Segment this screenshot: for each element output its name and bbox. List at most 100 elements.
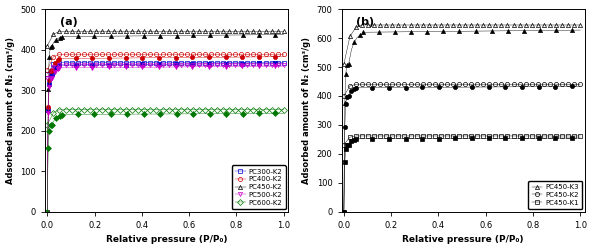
X-axis label: Relative pressure (P/P₀): Relative pressure (P/P₀)	[403, 236, 524, 244]
PC400-K2	[104, 53, 111, 56]
PC450-K2	[50, 33, 57, 36]
PC450-K2	[486, 83, 493, 86]
PC450-K1	[510, 134, 517, 138]
PC300-K2	[110, 61, 117, 64]
PC400-K2	[250, 53, 257, 56]
PC400-K2	[50, 55, 57, 58]
PC450-K3	[522, 24, 529, 26]
PC400-K2	[189, 53, 196, 56]
PC500-K2	[238, 64, 245, 66]
PC450-K2	[177, 30, 184, 33]
PC400-K2	[110, 53, 117, 56]
PC450-K2	[104, 30, 111, 33]
PC400-K2	[80, 53, 87, 56]
PC450-K2	[274, 30, 281, 33]
PC400-K2	[274, 53, 281, 56]
PC500-K2	[244, 64, 251, 66]
Text: (b): (b)	[356, 17, 374, 27]
PC450-K2	[98, 30, 106, 33]
PC450-K2	[431, 83, 438, 86]
PC500-K2	[44, 76, 51, 80]
PC450-K2	[123, 30, 130, 33]
Y-axis label: Adsorbed amount of N₂ (cm³/g): Adsorbed amount of N₂ (cm³/g)	[5, 37, 15, 184]
PC300-K2	[68, 61, 75, 64]
PC400-K2	[56, 53, 63, 56]
PC450-K1	[570, 134, 578, 138]
PC400-K2	[177, 53, 184, 56]
PC300-K2	[189, 61, 196, 64]
PC450-K3	[449, 24, 457, 26]
PC450-K2	[425, 83, 432, 86]
PC500-K2	[165, 64, 172, 66]
PC400-K2	[93, 53, 100, 56]
PC600-K2	[280, 108, 287, 111]
PC450-K3	[474, 24, 481, 26]
PC450-K3	[340, 62, 347, 66]
PC450-K2	[546, 83, 553, 86]
PC600-K2	[244, 108, 251, 111]
PC450-K2	[413, 83, 420, 86]
PC400-K2	[98, 53, 106, 56]
PC450-K1	[346, 136, 353, 139]
PC450-K2	[516, 83, 523, 86]
PC450-K1	[395, 134, 402, 138]
Y-axis label: Adsorbed amount of N₂ (cm³/g): Adsorbed amount of N₂ (cm³/g)	[302, 37, 311, 184]
PC450-K1	[553, 134, 560, 138]
PC500-K2	[189, 64, 196, 66]
PC450-K2	[189, 30, 196, 33]
PC500-K2	[219, 64, 227, 66]
PC300-K2	[202, 61, 209, 64]
PC400-K2	[232, 53, 239, 56]
PC450-K2	[480, 83, 487, 86]
PC300-K2	[225, 61, 232, 64]
PC450-K2	[165, 30, 172, 33]
PC300-K2	[123, 61, 130, 64]
PC400-K2	[165, 53, 172, 56]
PC450-K3	[365, 24, 372, 26]
PC400-K2	[159, 53, 166, 56]
PC600-K2	[202, 108, 209, 111]
PC450-K2	[389, 83, 396, 86]
PC500-K2	[208, 64, 215, 66]
PC400-K2	[123, 53, 130, 56]
PC450-K3	[444, 24, 451, 26]
PC450-K2	[492, 83, 499, 86]
PC450-K2	[522, 83, 529, 86]
PC450-K2	[382, 83, 390, 86]
PC400-K2	[68, 53, 75, 56]
PC500-K2	[141, 64, 148, 66]
PC450-K1	[546, 134, 553, 138]
PC450-K2	[419, 83, 426, 86]
PC450-K2	[86, 30, 93, 33]
PC450-K2	[153, 30, 160, 33]
PC600-K2	[44, 123, 51, 126]
PC450-K1	[377, 134, 384, 138]
PC300-K2	[250, 61, 257, 64]
PC450-K3	[559, 24, 566, 26]
PC600-K2	[86, 108, 93, 111]
PC300-K2	[50, 63, 57, 66]
PC300-K2	[153, 61, 160, 64]
PC300-K2	[117, 61, 124, 64]
PC300-K2	[141, 61, 148, 64]
PC450-K1	[480, 134, 487, 138]
Line: PC500-K2: PC500-K2	[45, 63, 286, 80]
PC450-K2	[244, 30, 251, 33]
PC450-K2	[474, 83, 481, 86]
PC450-K1	[467, 134, 474, 138]
PC450-K1	[498, 134, 505, 138]
PC600-K2	[213, 108, 221, 111]
PC450-K1	[389, 134, 396, 138]
PC600-K2	[98, 108, 106, 111]
PC600-K2	[62, 108, 69, 111]
PC300-K2	[80, 61, 87, 64]
PC450-K3	[480, 24, 487, 26]
PC500-K2	[250, 64, 257, 66]
PC300-K2	[274, 61, 281, 64]
PC450-K2	[262, 30, 269, 33]
PC600-K2	[268, 108, 275, 111]
PC300-K2	[238, 61, 245, 64]
PC450-K1	[401, 134, 408, 138]
PC450-K3	[407, 24, 414, 26]
PC450-K3	[540, 24, 547, 26]
